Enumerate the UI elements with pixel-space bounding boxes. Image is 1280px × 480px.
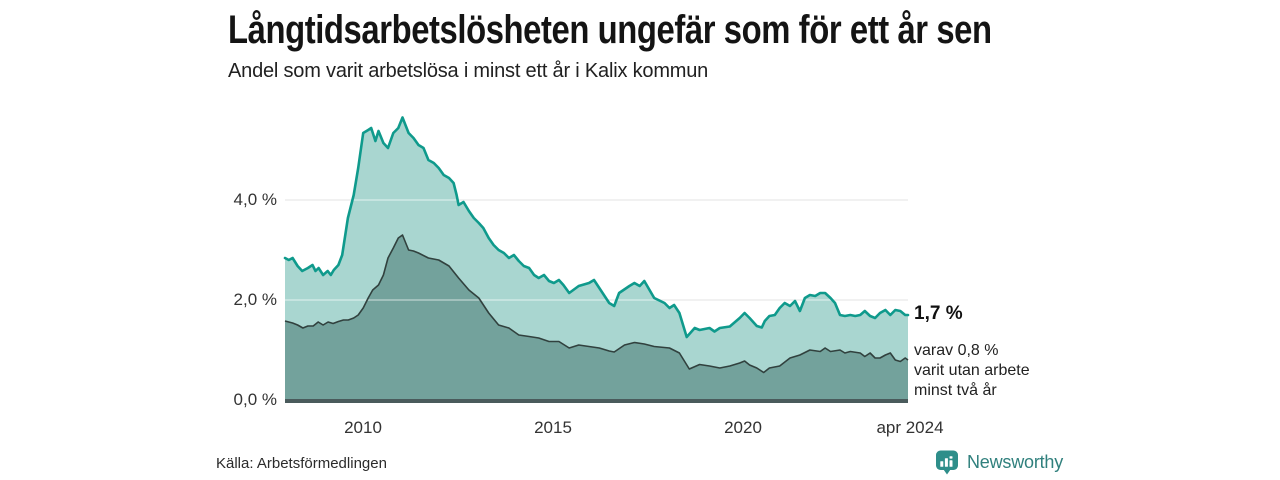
y-tick-2pct: 2,0 % bbox=[233, 290, 277, 309]
two-year-detail-line2: varit utan arbete bbox=[914, 362, 1030, 379]
x-tick-2010: 2010 bbox=[344, 418, 382, 437]
newsworthy-logo-text: Newsworthy bbox=[967, 451, 1064, 472]
two-year-detail-line3: minst två år bbox=[914, 382, 997, 399]
two-year-detail-label: varav 0,8 % varit utan arbete minst två … bbox=[914, 341, 1030, 401]
y-tick-0pct: 0,0 % bbox=[233, 390, 277, 409]
series-total-line bbox=[283, 116, 910, 339]
page-subtitle: Andel som varit arbetslösa i minst ett å… bbox=[228, 60, 709, 82]
newsworthy-logo-icon bbox=[936, 450, 958, 475]
y-tick-4pct: 4,0 % bbox=[233, 190, 277, 209]
newsworthy-logo: Newsworthy bbox=[934, 449, 1063, 475]
series-two-year-line bbox=[284, 234, 909, 374]
series-two-year-area bbox=[285, 235, 908, 400]
x-tick-2020: 2020 bbox=[724, 418, 762, 437]
x-tick-apr-2024: apr 2024 bbox=[876, 418, 944, 437]
page-title: Långtidsarbetslösheten ungefär som för e… bbox=[228, 8, 992, 52]
source-credit: Källa: Arbetsförmedlingen bbox=[216, 455, 387, 472]
x-tick-2015: 2015 bbox=[534, 418, 572, 437]
two-year-detail-line1: varav 0,8 % bbox=[914, 342, 999, 359]
latest-value-label: 1,7 % bbox=[914, 303, 963, 324]
